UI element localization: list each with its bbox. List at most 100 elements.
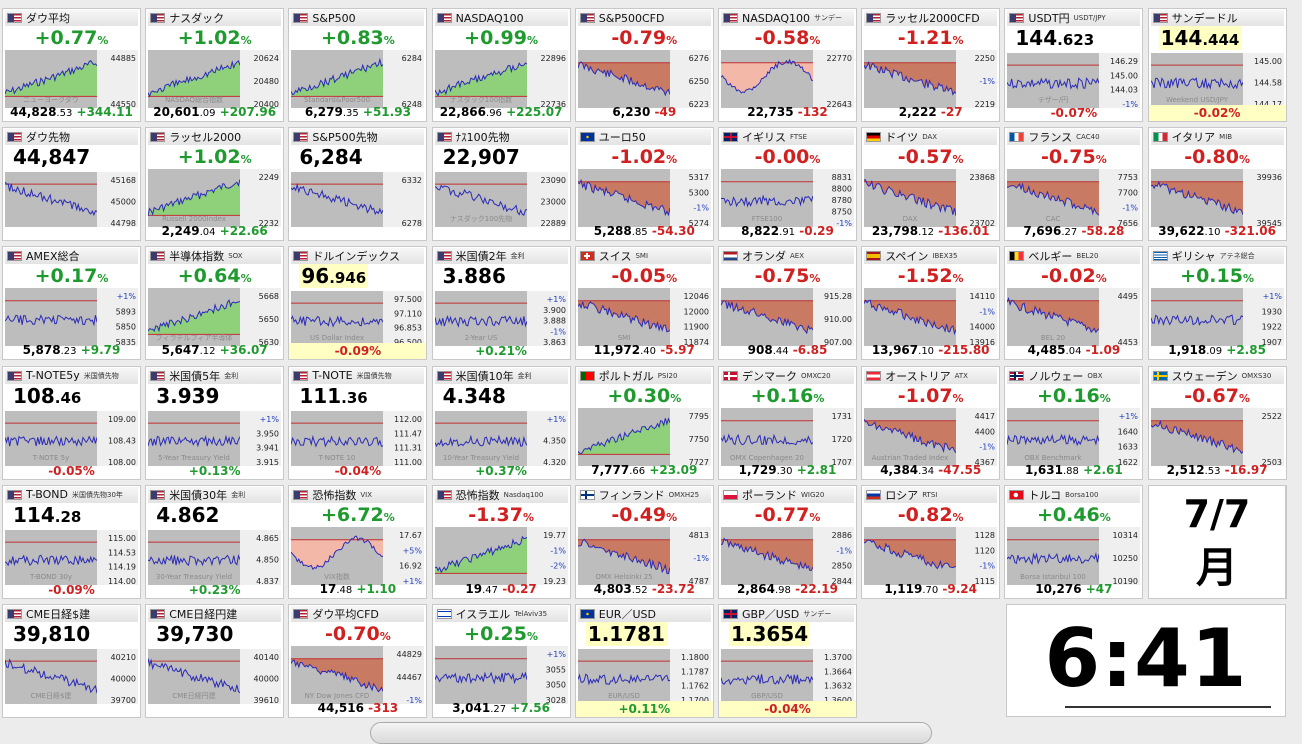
market-tile[interactable]: NASDAQ100 +0.99% 22896 22736 ナスダック100指数 22,86… [431, 8, 571, 122]
market-tile[interactable]: ナスダック +1.02% 20624 20480 20400 NASDAQ総合指数 20,6… [145, 8, 285, 122]
flag-us-icon [293, 370, 309, 381]
intraday-chart: 12046 12000 11900 11874 SMI [577, 288, 711, 347]
market-tile[interactable]: EUR／USD 1.1781 1.1800 1.1787 1.1762 1.1700 EUR… [574, 604, 714, 718]
current-price: 114.28 [13, 502, 81, 530]
market-tile[interactable]: スイス SMI -0.05% 12046 12000 11900 11874 SMI 11,97… [574, 246, 714, 361]
chart-axis-band [526, 50, 568, 108]
chart-axis-label: 45168 [111, 176, 136, 185]
intraday-chart: 45168 45000 44798 [5, 172, 138, 228]
market-tile[interactable]: ドルインデックス 96.946 97.500 97.110 96.853 96.500 US… [288, 246, 428, 361]
market-tile[interactable]: ベルギー BEL20 -0.02% 4495 4453 BEL 20 4,485.04 -1… [1004, 246, 1144, 361]
tile-name: ラッセル2000CFD [885, 12, 980, 25]
price-value: 22,907 [443, 145, 520, 169]
tile-header: スペイン IBEX35 [864, 248, 998, 265]
chart-plot-area [148, 649, 241, 704]
tile-header: 米国債10年 金利 [434, 367, 568, 384]
point-change: -9.24 [942, 581, 978, 596]
market-tile[interactable]: USDT円 USDT/JPY 144.623 146.29 145.00 144.03 -1… [1004, 8, 1144, 122]
chart-axis-label: 20624 [254, 54, 279, 63]
market-tile[interactable]: スペイン IBEX35 -1.52% 14110 -1% 14000 13916 13,967… [861, 246, 1001, 361]
flag-no-icon [1009, 370, 1025, 381]
market-tile[interactable]: イタリア MIB -0.80% 39936 39545 39,622.10 -321.06 [1147, 127, 1287, 242]
market-tile[interactable]: デンマーク OMXC20 +0.16% 1731 1720 1707 OMX Copenha… [718, 365, 857, 480]
market-tile[interactable]: ダウ平均CFD -0.70% 44829 44467 -1% NY Dow Jones C… [288, 604, 428, 718]
close-line: 4,485.04 -1.09 [1005, 343, 1142, 358]
market-tile[interactable]: T-BOND 米国債先物30年 114.28 115.00 114.53 114.19 11… [2, 484, 141, 599]
market-tile[interactable]: フィンランド OMXH25 -0.49% 4813 -1% 4787 OMX Helsink… [574, 484, 714, 599]
market-tile[interactable]: 米国債2年 金利 3.886 +1% 3.900 3.888 -1% 3.863 2-Year … [431, 246, 571, 361]
chart-axis-label: 97.500 [394, 295, 422, 304]
market-tile[interactable]: ダウ先物 44,847 45168 45000 44798 [2, 127, 141, 242]
close-line: 8,822.91 -0.29 [719, 224, 856, 239]
market-tile[interactable]: フランス CAC40 -0.75% 7753 7700 -1% 7656 CAC 7,696.2… [1004, 127, 1144, 242]
price-value: 3.939 [156, 384, 219, 408]
market-tile[interactable]: スウェーデン OMXS30 -0.67% 2522 2503 2,512.53 -16.9… [1147, 365, 1287, 480]
point-change: +2.81 [796, 462, 837, 477]
market-tile[interactable]: ロシア RTSI -0.82% 1128 1120 -1% 1115 1,119.70 -9.… [861, 484, 1001, 599]
market-tile[interactable]: AMEX総合 +0.17% +1% 5893 5850 5835 5,878.23 +9.7… [2, 246, 141, 361]
chart-price-line [864, 539, 957, 570]
flag-us-icon [293, 132, 309, 143]
chart-watermark: 2-Year US [464, 334, 497, 342]
chart-axis-label: 5835 [116, 338, 136, 346]
tile-name: 半導体指数 [169, 250, 225, 264]
tile-name: スウェーデン [1171, 369, 1238, 383]
chart-axis-label: 14000 [970, 323, 995, 332]
tile-header: ベルギー BEL20 [1007, 248, 1141, 265]
market-tile[interactable]: サンデードル 144.444 145.00 144.58 144.17 Weekend U… [1147, 8, 1287, 122]
chart-price-line [434, 535, 527, 574]
market-tile[interactable]: ダウ平均 +0.77% 44885 44550 ニューヨークダウ 44,828.53 +3… [2, 8, 141, 122]
market-tile[interactable]: 米国債5年 金利 3.939 +1% 3.950 3.941 3.915 5-Year Tre… [145, 365, 285, 480]
market-tile[interactable]: オーストリア ATX -1.07% 4417 4400 -1% 4367 Austrian T… [861, 365, 1001, 480]
market-tile[interactable]: CME日経$建 39,810 40210 40000 39700 CME日経$建 [2, 604, 141, 718]
market-tile[interactable]: ノルウェー OBX +0.16% +1% 1640 1633 1622 OBX Benchma… [1004, 365, 1144, 480]
chart-axis-label: 4453 [1118, 338, 1138, 346]
market-tile[interactable]: 恐怖指数 VIX +6.72% 17.67 +5% 16.92 +1% VIX指数 17.48 … [288, 484, 428, 599]
market-tile[interactable]: 半導体指数 SOX +0.64% 5668 5650 5630 フィラデルフィア半導体 5,6… [145, 246, 285, 361]
price-integer: 6,284 [299, 145, 363, 170]
market-tile[interactable]: 米国債10年 金利 4.348 +1% 4.350 4.320 10-Year Treasu… [431, 365, 571, 480]
tile-header: フィンランド OMXH25 [577, 486, 711, 503]
market-tile[interactable]: イギリス FTSE -0.00% 8831 8800 8780 8750 -1% FTSE100… [718, 127, 857, 242]
chart-axis-label: 1.1800 [681, 653, 709, 662]
market-tile[interactable]: CME日経円建 39,730 40140 40000 39610 CME日経円建 [145, 604, 285, 718]
intraday-chart: 40210 40000 39700 CME日経$建 [5, 649, 138, 704]
market-tile[interactable]: ユーロ50 -1.02% 5317 5300 -1% 5274 5,288.85 -54.3… [574, 127, 714, 242]
market-tile[interactable]: T-NOTE5y 米国債先物 108.46 109.00 108.43 108.00 T-N… [2, 365, 141, 480]
chart-axis-label: 1930 [1261, 308, 1281, 317]
market-tile[interactable]: ギリシャ アテネ総合 +0.15% +1% 1930 1922 1907 1,918.09 +… [1147, 246, 1287, 361]
chart-price-line [1007, 77, 1100, 90]
current-price: 22,907 [443, 144, 520, 170]
market-tile[interactable]: ﾅｽ100先物 22,907 23090 23000 22889 ナスダック100先物 [431, 127, 571, 242]
market-tile[interactable]: ドイツ DAX -0.57% 23868 23702 DAX 23,798.12 -136.… [861, 127, 1001, 242]
chart-axis-label: 111.00 [394, 458, 422, 466]
market-tile[interactable]: NASDAQ100 サンデー -0.58% 22770 22643 22,735 -132 [718, 8, 857, 122]
market-tile[interactable]: S&P500先物 6,284 6332 6278 [288, 127, 428, 242]
market-tile[interactable]: 米国債30年 金利 4.862 4.865 4.850 4.837 30-Year Trea… [145, 484, 285, 599]
chart-axis-band [97, 410, 138, 466]
chart-price-line [721, 194, 814, 208]
chart-axis-label: -1% [980, 308, 996, 317]
percent-unit: % [952, 510, 964, 524]
close-integer: 3,041 [452, 701, 491, 715]
close-line: 22,735 -132 [719, 105, 856, 120]
change-value: +0.46 [1036, 503, 1100, 526]
market-tile[interactable]: トルコ Borsa100 +0.46% 10314 10250 10190 Borsa Is… [1004, 484, 1144, 599]
market-tile[interactable]: オランダ AEX -0.75% 915.28 910.00 907.00 908.44 -6… [718, 246, 857, 361]
tile-name: フィンランド [598, 488, 665, 502]
chart-axis-label: 39545 [1256, 219, 1281, 227]
close-line: 2,512.53 -16.97 [1149, 463, 1286, 478]
market-tile[interactable]: S&P500 +0.83% 6284 6248 Standard&Poor500 6,27… [288, 8, 428, 122]
market-tile[interactable]: GBP／USD サンデー 1.3654 1.3700 1.3664 1.3632 1.360… [718, 604, 857, 718]
market-tile[interactable]: ラッセル2000CFD -1.21% 2250 -1% 2219 2,222 -27 [861, 8, 1001, 122]
tile-header: T-NOTE 米国債先物 [291, 367, 425, 384]
market-tile[interactable]: ポルトガル PSI20 +0.30% 7795 7750 7727 7,777.66 +23… [574, 365, 714, 480]
market-tile[interactable]: イスラエル TelAviv35 +0.25% +1% 3055 3050 3028 3,041… [431, 604, 571, 718]
chart-price-line [148, 179, 241, 217]
market-tile[interactable]: 恐怖指数 Nasdaq100 -1.37% 19.77 -1% -2% 19.23 19.47… [431, 484, 571, 599]
market-tile[interactable]: T-NOTE 米国債先物 111.36 112.00 111.47 111.31 111.0… [288, 365, 428, 480]
market-tile[interactable]: ポーランド WIG20 -0.77% 2886 -1% 2850 2844 2,864.98 … [718, 484, 857, 599]
market-tile[interactable]: S&P500CFD -0.79% 6276 6250 6223 6,230 -49 [574, 8, 714, 122]
market-tile[interactable]: ラッセル2000 +1.02% 2249 2232 Russell 2000Index 2… [145, 127, 285, 242]
chart-axis-label: 1731 [832, 412, 852, 421]
